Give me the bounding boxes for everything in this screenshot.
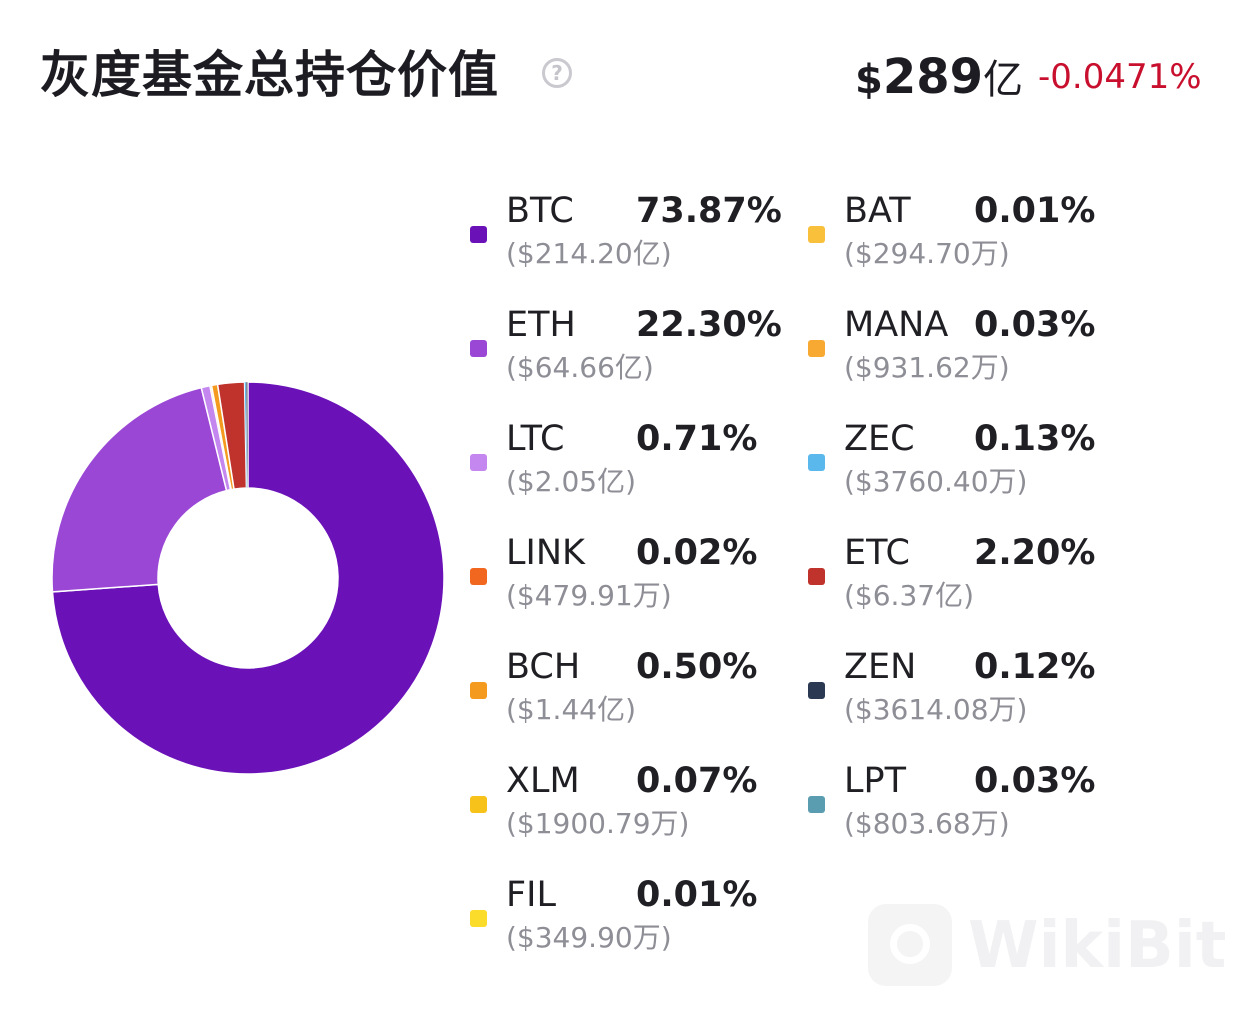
page-title: 灰度基金总持仓价值 [40,46,499,104]
legend-item-ltc[interactable]: LTC 0.71% ($2.05亿) [470,414,790,514]
legend-value: ($803.68万) [844,807,1010,840]
legend-value: ($2.05亿) [506,465,637,498]
legend-item-fil[interactable]: FIL 0.01% ($349.90万) [470,870,790,970]
legend-symbol: ZEC [844,419,915,459]
legend-value: ($64.66亿) [506,351,654,384]
legend-item-mana[interactable]: MANA 0.03% ($931.62万) [808,300,1128,400]
legend-item-bch[interactable]: BCH 0.50% ($1.44亿) [470,642,790,742]
legend-swatch [808,568,825,585]
legend-symbol: FIL [506,875,556,915]
legend-percent: 0.03% [974,305,1096,345]
legend-swatch [470,682,487,699]
legend-swatch [470,568,487,585]
legend-value: ($3614.08万) [844,693,1028,726]
legend-symbol: MANA [844,305,949,345]
legend-percent: 0.01% [636,875,758,915]
donut-slice-btc[interactable] [51,381,445,775]
legend-symbol: BTC [506,191,574,231]
total-currency: $ [855,57,883,103]
legend-value: ($294.70万) [844,237,1010,270]
legend-swatch [808,454,825,471]
legend-value: ($1900.79万) [506,807,690,840]
legend-percent: 0.13% [974,419,1096,459]
legend-symbol: LINK [506,533,585,573]
legend-percent: 2.20% [974,533,1096,573]
donut-chart [51,381,445,775]
legend-value: ($1.44亿) [506,693,637,726]
change-percent: -0.0471% [1038,57,1202,97]
legend-item-lpt[interactable]: LPT 0.03% ($803.68万) [808,756,1128,856]
legend-swatch [808,796,825,813]
legend-swatch [808,226,825,243]
watermark: WikiBit [868,900,1228,990]
legend-symbol: ETC [844,533,910,573]
legend-swatch [470,454,487,471]
legend-symbol: ZEN [844,647,917,687]
legend-percent: 0.12% [974,647,1096,687]
legend-symbol: LTC [506,419,565,459]
legend-symbol: XLM [506,761,580,801]
legend-symbol: LPT [844,761,906,801]
header: 灰度基金总持仓价值 ? $289亿 -0.0471% [0,0,1242,140]
legend-value: ($6.37亿) [844,579,975,612]
watermark-text: WikiBit [968,909,1227,983]
total-amount: 289 [882,49,984,105]
legend-item-zec[interactable]: ZEC 0.13% ($3760.40万) [808,414,1128,514]
legend-swatch [470,910,487,927]
legend-swatch [808,682,825,699]
legend-symbol: BCH [506,647,581,687]
legend-value: ($3760.40万) [844,465,1028,498]
legend-item-link[interactable]: LINK 0.02% ($479.91万) [470,528,790,628]
legend-value: ($349.90万) [506,921,672,954]
legend-item-eth[interactable]: ETH 22.30% ($64.66亿) [470,300,790,400]
legend-item-etc[interactable]: ETC 2.20% ($6.37亿) [808,528,1128,628]
legend-percent: 22.30% [636,305,782,345]
legend-swatch [470,796,487,813]
legend-item-btc[interactable]: BTC 73.87% ($214.20亿) [470,186,790,286]
legend-percent: 0.02% [636,533,758,573]
legend-item-zen[interactable]: ZEN 0.12% ($3614.08万) [808,642,1128,742]
legend-item-bat[interactable]: BAT 0.01% ($294.70万) [808,186,1128,286]
legend-percent: 73.87% [636,191,782,231]
legend-value: ($479.91万) [506,579,672,612]
legend-value: ($214.20亿) [506,237,672,270]
legend-swatch [470,340,487,357]
legend-swatch [808,340,825,357]
legend-percent: 0.07% [636,761,758,801]
legend-symbol: ETH [506,305,576,345]
legend-item-xlm[interactable]: XLM 0.07% ($1900.79万) [470,756,790,856]
legend-percent: 0.03% [974,761,1096,801]
legend-percent: 0.01% [974,191,1096,231]
legend-percent: 0.50% [636,647,758,687]
legend-symbol: BAT [844,191,911,231]
legend-value: ($931.62万) [844,351,1010,384]
legend-percent: 0.71% [636,419,758,459]
total-value: $289亿 [855,44,1023,113]
total-unit: 亿 [983,57,1024,103]
donut-slice-eth[interactable] [51,386,228,593]
legend-swatch [470,226,487,243]
wikibit-logo-icon [868,904,952,986]
question-circle-icon[interactable]: ? [542,58,572,88]
